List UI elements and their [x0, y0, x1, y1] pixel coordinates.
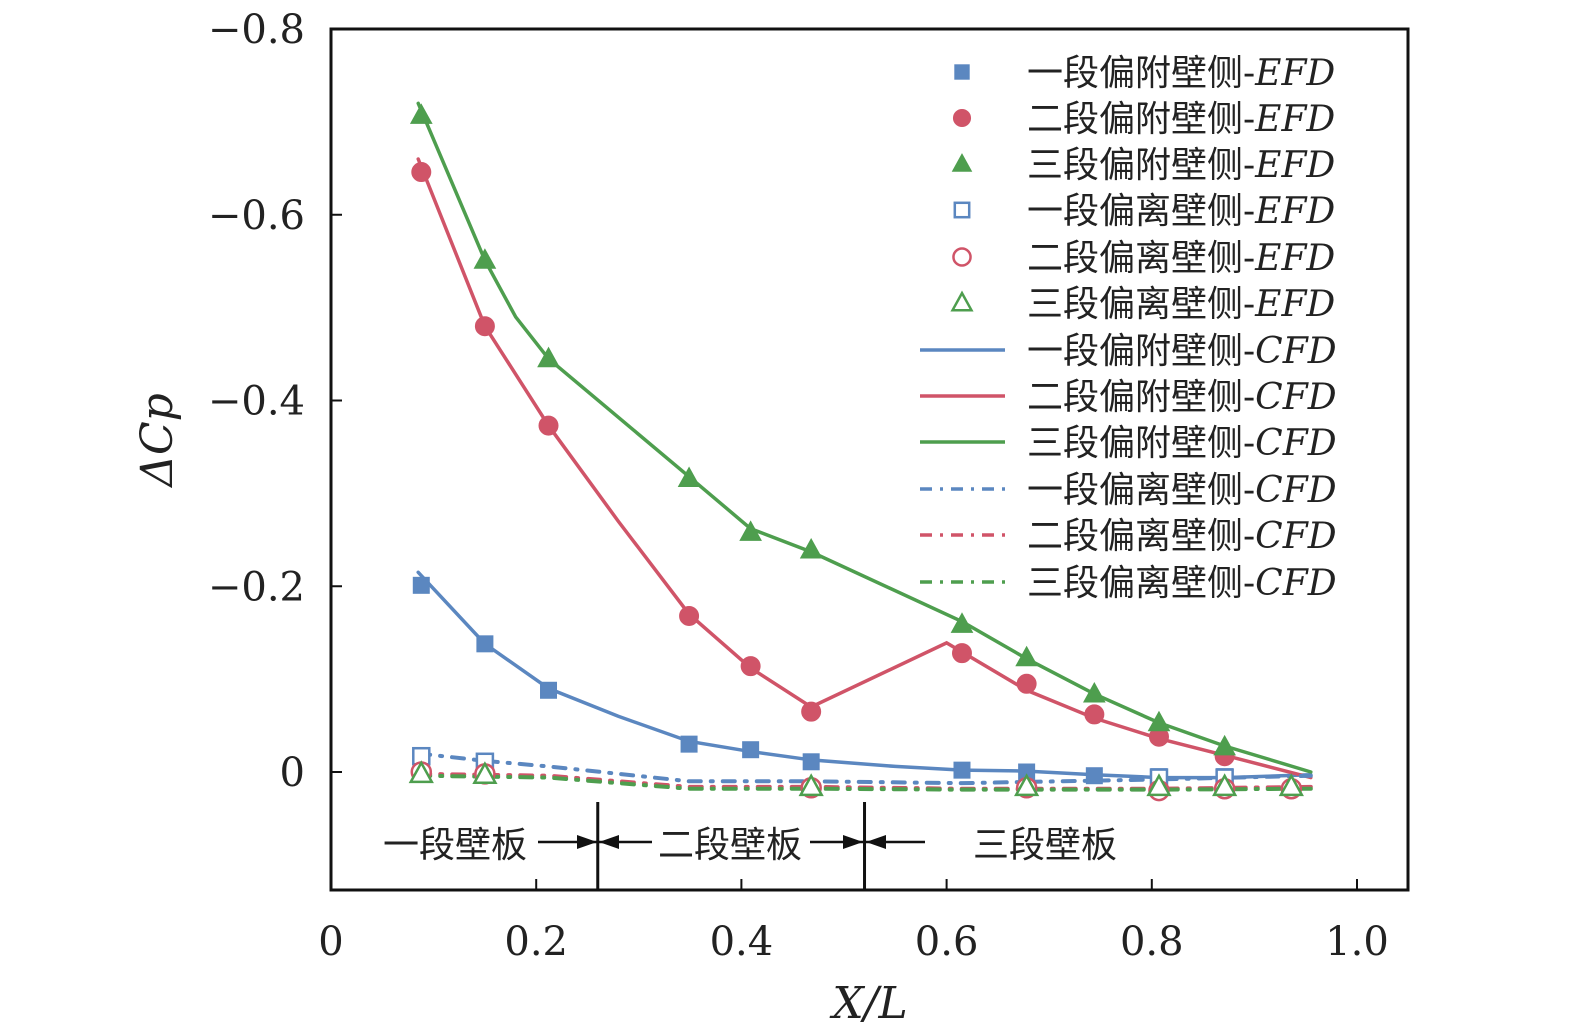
data-point: [677, 466, 701, 488]
y-axis-label: ΔCp: [132, 393, 183, 489]
data-point: [1146, 773, 1172, 797]
data-point: [409, 103, 433, 124]
data-point: [953, 761, 971, 779]
x-tick-label: 1.0: [1325, 919, 1389, 965]
legend-label: 一段偏附壁侧-CFD: [1027, 331, 1337, 372]
series-layer: [408, 101, 1313, 802]
data-point: [951, 643, 972, 664]
data-point: [408, 760, 434, 784]
y-tick-label: −0.2: [208, 564, 305, 610]
legend-label: 三段偏离壁侧-CFD: [1027, 563, 1337, 604]
legend-label: 三段偏附壁侧-CFD: [1027, 423, 1337, 464]
series-line: [416, 570, 1313, 780]
data-point: [950, 612, 974, 633]
data-point: [472, 761, 498, 785]
legend-label: 三段偏附壁侧-EFD: [1027, 145, 1335, 186]
data-point: [540, 681, 558, 699]
legend-marker: [952, 108, 972, 128]
y-tick-label: 0: [280, 750, 305, 796]
x-tick-label: 0.2: [504, 919, 568, 965]
segment-label: 一段壁板: [383, 825, 527, 866]
y-tick-label: −0.6: [208, 193, 305, 239]
data-point: [1213, 734, 1236, 756]
x-axis-label: X/L: [829, 978, 907, 1029]
data-point: [476, 635, 494, 653]
arrowhead: [577, 835, 597, 849]
legend-label: 一段偏附壁侧-EFD: [1027, 53, 1335, 94]
data-point: [473, 248, 497, 269]
plot-frame: [329, 27, 1410, 892]
data-point: [1084, 704, 1105, 725]
data-point: [1147, 710, 1171, 732]
legend-marker: [951, 153, 973, 172]
data-point: [1014, 773, 1040, 797]
data-point: [1015, 645, 1038, 667]
series-line: [416, 751, 1313, 786]
panel-annotations: 一段壁板 二段壁板 三段壁板: [383, 802, 1117, 890]
data-point: [1082, 681, 1106, 703]
legend-marker: [953, 201, 971, 219]
data-point: [739, 520, 762, 541]
data-point: [801, 701, 822, 722]
data-point: [802, 753, 820, 771]
data-point: [412, 576, 430, 594]
legend-label: 一段偏离壁侧-CFD: [1027, 470, 1337, 511]
x-tick-label: 0.6: [915, 919, 979, 965]
data-point: [537, 346, 560, 368]
data-point: [1212, 773, 1238, 797]
legend: 一段偏附壁侧-EFD 二段偏附壁侧-EFD 三段偏附壁侧-EFD 一段偏离壁侧-EFD…: [920, 53, 1337, 604]
data-point: [680, 735, 698, 753]
data-point: [679, 605, 700, 626]
legend-marker: [952, 247, 972, 267]
arrowhead: [599, 835, 619, 849]
data-point: [742, 741, 760, 759]
arrowhead: [843, 835, 863, 849]
y-tick-label: −0.4: [208, 379, 305, 425]
data-point: [1085, 767, 1103, 785]
data-point: [474, 316, 495, 337]
segment-label: 三段壁板: [973, 825, 1117, 866]
legend-label: 三段偏离壁侧-EFD: [1027, 284, 1335, 325]
legend-label: 二段偏附壁侧-CFD: [1027, 377, 1337, 418]
legend-label: 二段偏离壁侧-EFD: [1027, 238, 1335, 279]
data-point: [538, 415, 559, 436]
arrowhead: [866, 835, 886, 849]
data-point: [740, 656, 761, 677]
legend-label: 二段偏离壁侧-CFD: [1027, 516, 1337, 557]
x-tick-label: 0: [318, 919, 343, 965]
data-point: [1278, 773, 1304, 797]
data-point: [799, 537, 823, 559]
data-point: [1016, 673, 1037, 694]
segment-label: 二段壁板: [658, 825, 802, 866]
legend-label: 一段偏离壁侧-EFD: [1027, 191, 1335, 232]
data-point: [798, 773, 824, 797]
data-point: [411, 162, 432, 183]
legend-marker: [950, 290, 974, 312]
x-tick-label: 0.8: [1120, 919, 1184, 965]
legend-label: 二段偏附壁侧-EFD: [1027, 99, 1335, 140]
axis-ticks: 0 0.2 0.4 0.6 0.8 1.0 −0.8 −0.6 −0.4 −0.2 0: [208, 7, 1389, 965]
x-tick-label: 0.4: [710, 919, 774, 965]
legend-marker: [954, 64, 970, 80]
y-tick-label: −0.8: [208, 7, 305, 53]
